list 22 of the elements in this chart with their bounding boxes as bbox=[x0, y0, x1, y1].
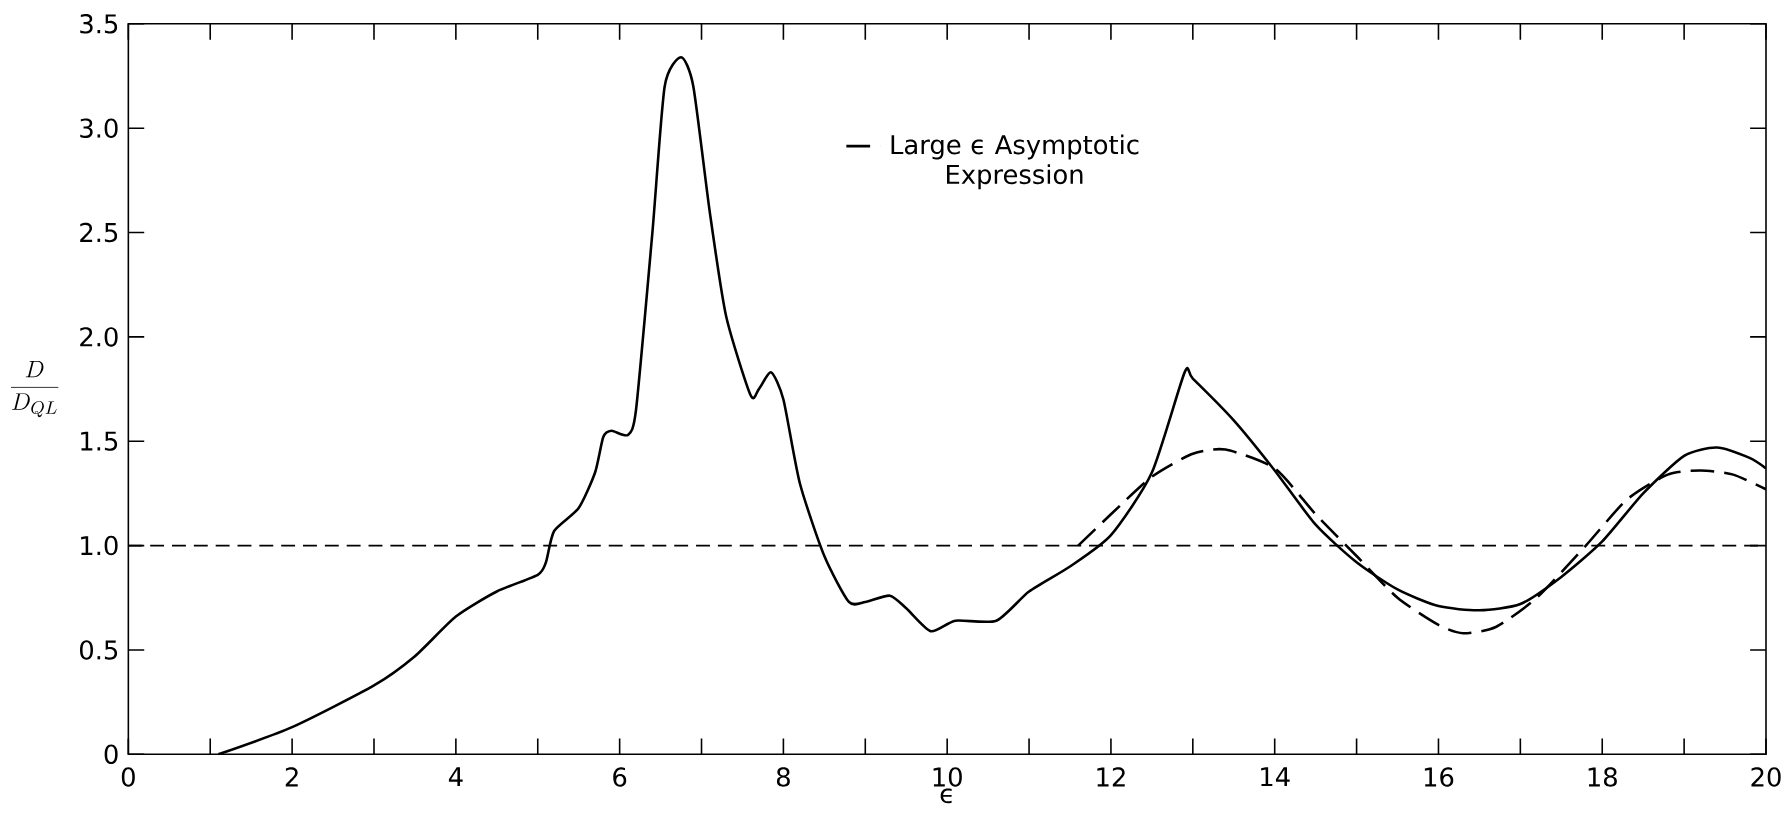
x-tick-label: 16 bbox=[1424, 767, 1454, 787]
y-tick-label: 3.0 bbox=[80, 118, 118, 139]
y-tick-label: 1.0 bbox=[81, 535, 118, 556]
x-tick-label: 8 bbox=[776, 767, 790, 787]
x-tick-label: 2 bbox=[285, 767, 298, 787]
x-axis-title: ϵ bbox=[940, 788, 952, 804]
x-tick-label: 4 bbox=[448, 767, 463, 787]
x-tick-label: 14 bbox=[1261, 767, 1290, 787]
x-tick-label: 12 bbox=[1097, 767, 1125, 787]
legend-label: Large ϵ Asymptotic Expression bbox=[891, 134, 1139, 190]
x-tick-label: 18 bbox=[1588, 767, 1617, 787]
y-tick-label: 0.5 bbox=[80, 640, 118, 660]
y-tick-label: 2.5 bbox=[80, 222, 118, 243]
x-tick-label: 0 bbox=[121, 767, 135, 787]
y-tick-label: 0 bbox=[104, 744, 118, 765]
x-tick-label: 20 bbox=[1751, 767, 1781, 787]
x-tick-label: 10 bbox=[933, 767, 962, 787]
y-tick-label: 1.5 bbox=[81, 431, 118, 451]
x-tick-label: 6 bbox=[613, 767, 627, 787]
y-tick-label: 2.0 bbox=[80, 327, 118, 347]
y-tick-label: 3.5 bbox=[80, 14, 118, 34]
y-axis-title: $\frac{D}{D_{QL}}$ bbox=[10, 361, 59, 418]
